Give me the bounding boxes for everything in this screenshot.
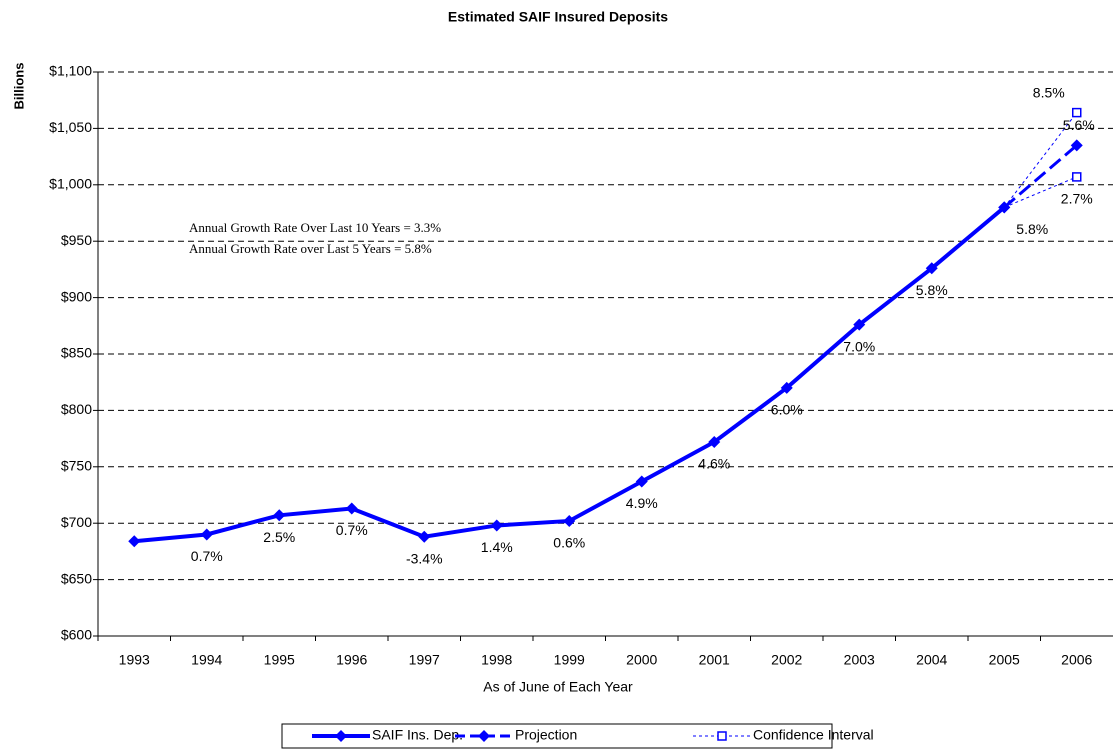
x-tick-label: 2006 (1061, 652, 1092, 668)
point-label: 5.8% (916, 282, 948, 298)
x-tick-label: 1996 (336, 652, 367, 668)
point (1070, 139, 1083, 152)
line (1003, 112, 1078, 208)
point-label: 4.9% (626, 495, 658, 511)
legend-label: Projection (515, 727, 577, 743)
legend-marker (335, 730, 347, 742)
y-tick-label: $900 (61, 288, 92, 304)
y-tick-label: $1,000 (49, 176, 92, 192)
point-label: 0.7% (336, 522, 368, 538)
point-label: 1.4% (481, 539, 513, 555)
legend-label: Confidence Interval (753, 727, 874, 743)
y-tick-label: $1,050 (49, 119, 92, 135)
legend-marker (717, 731, 727, 741)
point (1072, 107, 1082, 118)
y-tick-label: $850 (61, 345, 92, 361)
point (780, 381, 793, 394)
annotation: Annual Growth Rate Over Last 10 Years = … (189, 220, 441, 235)
point (418, 530, 431, 543)
point-label: 7.0% (843, 338, 875, 354)
x-tick-label: 1994 (191, 652, 222, 668)
x-tick-label: 1999 (554, 652, 585, 668)
x-tick-label: 2001 (699, 652, 730, 668)
line (1003, 144, 1078, 209)
point (273, 509, 286, 522)
point-label: 0.7% (191, 548, 223, 564)
x-tick-label: 2000 (626, 652, 657, 668)
y-tick-label: $600 (61, 627, 92, 643)
line (134, 205, 1006, 544)
x-axis-label: As of June of Each Year (483, 679, 633, 695)
x-tick-label: 1995 (264, 652, 295, 668)
point-label: 2.5% (263, 529, 295, 545)
point-label: 8.5% (1033, 84, 1065, 100)
y-tick-label: $950 (61, 232, 92, 248)
x-tick-label: 1998 (481, 652, 512, 668)
point (998, 201, 1011, 214)
y-tick-label: $700 (61, 514, 92, 530)
x-tick-label: 1993 (119, 652, 150, 668)
point-label: -3.4% (406, 550, 443, 566)
x-tick-label: 2002 (771, 652, 802, 668)
y-tick-label: $800 (61, 401, 92, 417)
point (490, 519, 503, 532)
line (1004, 176, 1077, 208)
x-tick-label: 2003 (844, 652, 875, 668)
point-label: 4.6% (698, 456, 730, 472)
legend-marker (478, 730, 490, 742)
x-tick-label: 2005 (989, 652, 1020, 668)
point (345, 502, 358, 515)
point-label: 2.7% (1061, 191, 1093, 207)
point-label: 6.0% (771, 402, 803, 418)
y-tick-label: $750 (61, 458, 92, 474)
point-label: 5.8% (1016, 221, 1048, 237)
point (708, 435, 721, 448)
point (128, 535, 141, 548)
y-axis-label: Billions (11, 63, 26, 110)
legend-label: SAIF Ins. Dep. (372, 727, 463, 743)
annotation: Annual Growth Rate over Last 5 Years = 5… (189, 241, 432, 256)
point-label: 0.6% (553, 535, 585, 551)
y-tick-label: $650 (61, 570, 92, 586)
x-tick-label: 2004 (916, 652, 947, 668)
point (563, 514, 576, 527)
legend (281, 723, 833, 749)
chart-title: Estimated SAIF Insured Deposits (448, 9, 668, 25)
point (925, 262, 938, 275)
point (635, 475, 648, 488)
point-label: 5.6% (1063, 117, 1095, 133)
x-tick-label: 1997 (409, 652, 440, 668)
point (853, 318, 866, 331)
point (1072, 172, 1082, 182)
y-tick-label: $1,100 (49, 63, 92, 79)
point (200, 528, 213, 541)
